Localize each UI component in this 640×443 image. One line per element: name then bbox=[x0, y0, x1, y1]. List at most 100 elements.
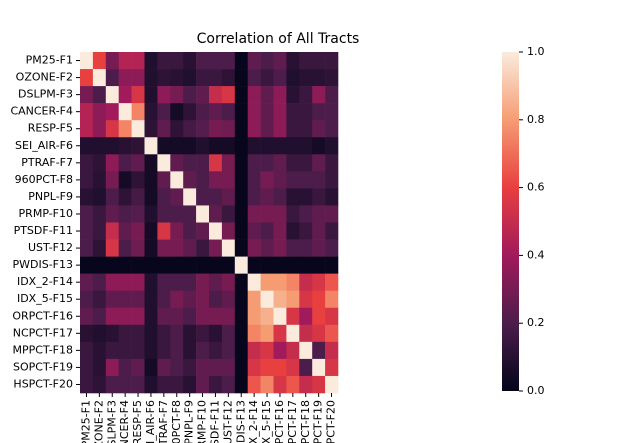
heatmap-cell bbox=[118, 222, 132, 240]
heatmap-cell bbox=[105, 222, 119, 240]
heatmap-cell bbox=[131, 239, 145, 257]
heatmap-cell bbox=[144, 324, 158, 343]
heatmap-cell bbox=[299, 239, 313, 257]
heatmap-cell bbox=[247, 188, 261, 206]
heatmap-cell bbox=[286, 69, 300, 87]
heatmap-cell bbox=[157, 171, 171, 189]
heatmap-cell bbox=[221, 239, 236, 257]
heatmap-cell bbox=[105, 86, 119, 104]
heatmap-cell bbox=[325, 86, 339, 104]
heatmap-cell bbox=[144, 222, 158, 240]
heatmap-cell bbox=[131, 341, 145, 360]
heatmap-cell bbox=[209, 103, 223, 121]
heatmap-cell bbox=[170, 222, 184, 240]
heatmap-cell bbox=[92, 52, 107, 70]
heatmap-cell bbox=[105, 154, 119, 172]
heatmap-cell bbox=[131, 222, 145, 240]
heatmap-cell bbox=[273, 103, 287, 121]
heatmap-cell bbox=[92, 103, 107, 121]
colorbar-tick-label: 1.0 bbox=[527, 45, 545, 58]
heatmap-cell bbox=[209, 86, 223, 104]
heatmap-cell bbox=[325, 375, 339, 394]
heatmap-cell bbox=[299, 52, 313, 70]
heatmap-cell bbox=[196, 358, 210, 377]
heatmap-cell bbox=[131, 358, 145, 377]
heatmap-cell bbox=[157, 375, 171, 394]
heatmap-cell bbox=[234, 239, 248, 257]
heatmap-cell bbox=[312, 171, 326, 189]
heatmap-cell bbox=[183, 154, 197, 172]
heatmap-cell bbox=[170, 324, 184, 343]
heatmap-cell bbox=[299, 256, 313, 274]
heatmap-cell bbox=[234, 52, 248, 70]
heatmap-cell bbox=[80, 290, 94, 309]
heatmap-cell bbox=[105, 52, 119, 70]
heatmap-cell bbox=[325, 137, 339, 155]
heatmap-cell bbox=[144, 188, 158, 206]
heatmap-cell bbox=[183, 341, 197, 360]
y-tick-label: SOPCT-F19 bbox=[13, 360, 73, 373]
heatmap-cell bbox=[260, 324, 274, 343]
heatmap-cell bbox=[234, 324, 248, 343]
heatmap-cell bbox=[183, 137, 197, 155]
heatmap-cell bbox=[183, 222, 197, 240]
x-tick-label: SOPCT-F19 bbox=[312, 400, 325, 443]
heatmap-cell bbox=[325, 324, 339, 343]
heatmap-cell bbox=[144, 256, 158, 274]
heatmap-cell bbox=[157, 137, 171, 155]
heatmap-cell bbox=[80, 137, 94, 155]
heatmap-cell bbox=[80, 103, 94, 121]
heatmap-cell bbox=[260, 205, 274, 223]
heatmap-cell bbox=[260, 154, 274, 172]
heatmap-cell bbox=[170, 120, 184, 138]
heatmap-cell bbox=[273, 120, 287, 138]
x-tick-label: CANCER-F4 bbox=[118, 400, 131, 443]
heatmap-cell bbox=[209, 307, 223, 326]
heatmap-cell bbox=[131, 120, 145, 138]
heatmap-cell bbox=[92, 188, 107, 206]
heatmap-cell bbox=[92, 341, 107, 360]
heatmap-cell bbox=[170, 137, 184, 155]
heatmap-cell bbox=[247, 290, 261, 309]
heatmap-cell bbox=[260, 273, 274, 291]
heatmap-cell bbox=[118, 324, 132, 343]
y-tick-label: IDX_2-F14 bbox=[17, 275, 73, 288]
heatmap-cell bbox=[325, 52, 339, 70]
heatmap-cell bbox=[273, 341, 287, 360]
heatmap-cell bbox=[247, 120, 261, 138]
heatmap-cell bbox=[273, 154, 287, 172]
heatmap-cell bbox=[196, 273, 210, 291]
heatmap-cell bbox=[105, 307, 119, 326]
heatmap-cell bbox=[286, 103, 300, 121]
heatmap-cell bbox=[118, 171, 132, 189]
heatmap-cell bbox=[234, 256, 248, 274]
y-tick-label: NCPCT-F17 bbox=[13, 326, 73, 339]
heatmap-cell bbox=[183, 307, 197, 326]
heatmap-cell bbox=[325, 307, 339, 326]
heatmap-cell bbox=[170, 171, 184, 189]
heatmap-cell bbox=[170, 52, 184, 70]
heatmap-cell bbox=[183, 375, 197, 394]
heatmap-cell bbox=[144, 375, 158, 394]
heatmap-cell bbox=[131, 154, 145, 172]
heatmap-cell bbox=[312, 69, 326, 87]
heatmap-cell bbox=[247, 154, 261, 172]
y-tick-label: RESP-F5 bbox=[28, 122, 73, 135]
heatmap-cell bbox=[80, 188, 94, 206]
heatmap-cell bbox=[131, 324, 145, 343]
x-tick-label: RESP-F5 bbox=[131, 400, 144, 443]
heatmap-cell bbox=[312, 256, 326, 274]
heatmap-cell bbox=[196, 290, 210, 309]
heatmap-cell bbox=[131, 307, 145, 326]
heatmap-cell bbox=[273, 375, 287, 394]
heatmap-cell bbox=[183, 120, 197, 138]
heatmap-cell bbox=[312, 86, 326, 104]
heatmap-cell bbox=[170, 239, 184, 257]
heatmap-cell bbox=[144, 341, 158, 360]
heatmap-cell bbox=[286, 256, 300, 274]
heatmap-cell bbox=[273, 52, 287, 70]
heatmap-cell bbox=[118, 52, 132, 70]
heatmap-cell bbox=[131, 273, 145, 291]
heatmap-cell bbox=[209, 205, 223, 223]
